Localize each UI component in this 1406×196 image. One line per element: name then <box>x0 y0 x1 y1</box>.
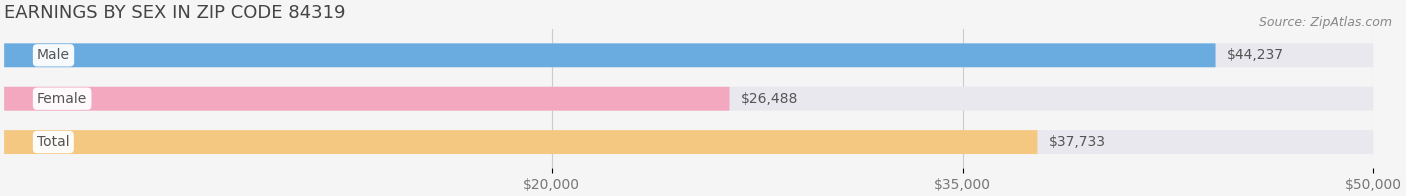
FancyBboxPatch shape <box>4 43 1374 67</box>
FancyBboxPatch shape <box>4 43 1216 67</box>
FancyBboxPatch shape <box>4 87 730 111</box>
FancyBboxPatch shape <box>4 130 1374 154</box>
Text: $26,488: $26,488 <box>741 92 797 106</box>
FancyBboxPatch shape <box>4 130 1038 154</box>
FancyBboxPatch shape <box>4 87 1374 111</box>
Text: Total: Total <box>37 135 70 149</box>
Text: $44,237: $44,237 <box>1226 48 1284 62</box>
Text: Source: ZipAtlas.com: Source: ZipAtlas.com <box>1258 16 1392 29</box>
Text: Female: Female <box>37 92 87 106</box>
Text: Male: Male <box>37 48 70 62</box>
Text: $37,733: $37,733 <box>1049 135 1105 149</box>
Text: EARNINGS BY SEX IN ZIP CODE 84319: EARNINGS BY SEX IN ZIP CODE 84319 <box>4 4 346 22</box>
